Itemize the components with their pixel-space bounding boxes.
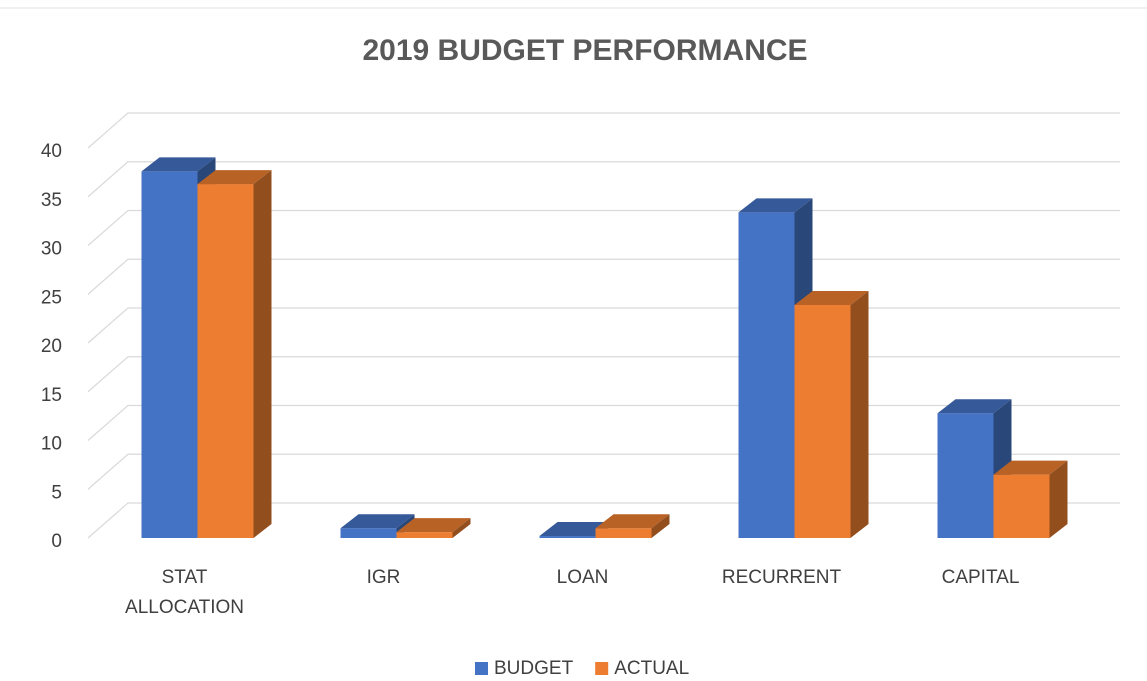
bar-top (595, 514, 670, 529)
y-tick-label: 5 (51, 482, 62, 503)
bar-front (595, 528, 652, 538)
bar-top (993, 460, 1068, 475)
bar-top (794, 290, 869, 305)
bar-front (539, 536, 596, 538)
bar (396, 518, 471, 538)
bar-side (651, 514, 670, 538)
bar (993, 460, 1068, 538)
bar-side (850, 290, 869, 538)
bar (595, 514, 670, 538)
x-tick-label: RECURRENT (722, 567, 842, 588)
bar-side (1049, 460, 1068, 538)
bar-front (197, 184, 254, 538)
bar-top (396, 518, 471, 533)
x-tick-label: LOAN (557, 567, 609, 588)
chart-title: 2019 BUDGET PERFORMANCE (362, 34, 807, 67)
y-tick-label: 20 (41, 336, 62, 357)
y-tick-label: 25 (41, 287, 62, 308)
y-tick-label: 0 (51, 531, 62, 552)
x-tick-label: IGR (367, 567, 401, 588)
bar-top (738, 198, 813, 213)
y-tick-label: 30 (41, 239, 62, 260)
bar-top (340, 514, 415, 529)
legend-swatch (595, 662, 609, 675)
legend-swatch (475, 662, 488, 675)
bar-front (141, 171, 198, 538)
y-tick-label: 40 (41, 141, 62, 162)
bar (197, 170, 272, 538)
bar-front (794, 304, 851, 538)
y-tick-label: 35 (41, 190, 62, 211)
bar-front (937, 413, 994, 538)
y-tick-label: 15 (41, 385, 62, 406)
bar-side (452, 518, 471, 538)
bar-top (141, 157, 216, 172)
grid-line (87, 161, 1120, 198)
bar-front (738, 212, 795, 538)
bar-side (253, 170, 272, 538)
bar (794, 290, 869, 538)
bar-front (340, 528, 397, 538)
bar-top (539, 522, 614, 537)
grid-line (87, 112, 1120, 149)
x-tick-label: STAT ALLOCATION (125, 567, 244, 618)
y-tick-label: 10 (41, 434, 62, 455)
bar-front (396, 532, 453, 538)
legend-label: ACTUAL (614, 658, 689, 679)
bar-top (197, 170, 272, 185)
x-tick-label: CAPITAL (942, 567, 1020, 588)
bar-front (993, 474, 1050, 538)
bar-top (937, 399, 1012, 414)
legend-label: BUDGET (494, 658, 574, 679)
